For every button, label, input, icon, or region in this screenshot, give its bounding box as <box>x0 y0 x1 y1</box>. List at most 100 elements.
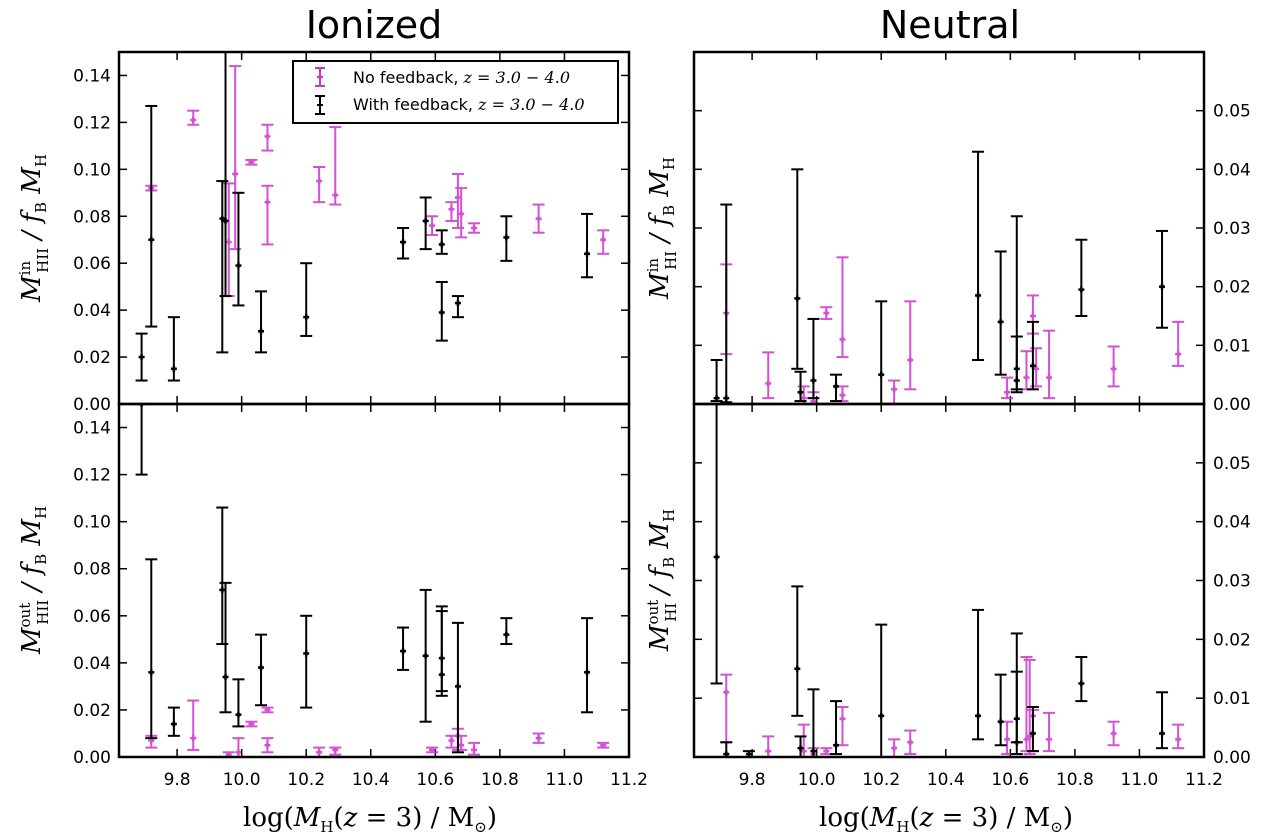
errorbar-point <box>836 256 849 359</box>
ytick-label: 0.03 <box>1213 219 1251 239</box>
plot-area <box>710 404 1185 757</box>
errorbar-point <box>232 678 245 728</box>
errorbar-point <box>145 558 158 740</box>
xlabel-ionized: log(MH(z = 3) / M⊙) <box>243 803 497 835</box>
title-neutral: Neutral <box>880 3 1020 47</box>
errorbar-point <box>435 280 448 342</box>
errorbar-point <box>261 737 274 754</box>
xtick-label: 10.6 <box>991 770 1029 790</box>
errorbar-point <box>830 700 843 756</box>
xtick-label: 11.2 <box>610 770 648 790</box>
ytick-label: 0.06 <box>73 607 111 627</box>
ytick-label: 0.04 <box>73 654 111 674</box>
ylabel-neutral-inflow: MinHI / fB MH <box>644 157 680 300</box>
ytick-label: 0.01 <box>1213 336 1251 356</box>
errorbar-point <box>1001 720 1014 756</box>
errorbar-point <box>167 316 180 382</box>
svg-text:MinHII / fB MH: MinHII / fB MH <box>16 154 52 303</box>
ytick-label: 0.03 <box>1213 572 1251 592</box>
errorbar-point <box>445 734 458 749</box>
errorbar-point <box>468 741 481 756</box>
errorbar-point <box>145 104 158 328</box>
errorbar-point <box>255 290 268 354</box>
errorbar-point <box>904 300 917 391</box>
plot-area <box>710 150 1185 404</box>
errorbar-point <box>994 250 1007 376</box>
errorbar-point <box>807 317 820 400</box>
xtick-label: 11.0 <box>1121 770 1159 790</box>
errorbar-point <box>791 585 804 717</box>
plot-area <box>135 52 610 382</box>
ylabel-ionized-inflow: MinHII / fB MH <box>16 154 52 303</box>
errorbar-point <box>187 699 200 751</box>
errorbar-point <box>794 735 807 757</box>
errorbar-point <box>455 187 468 239</box>
series-with-feedback <box>135 52 594 382</box>
xtick-label: 10.4 <box>927 770 965 790</box>
errorbar-point <box>1075 655 1088 703</box>
errorbar-point <box>994 673 1007 747</box>
ytick-label: 0.14 <box>73 66 111 86</box>
svg-text:MoutHII / fB MH: MoutHII / fB MH <box>16 506 52 655</box>
ytick-label: 0.04 <box>1213 513 1251 533</box>
errorbar-point <box>1107 345 1120 388</box>
errorbar-point <box>329 746 342 756</box>
errorbar-point <box>167 706 180 737</box>
errorbar-point <box>1172 320 1185 367</box>
xtick-label: 10.8 <box>1056 770 1094 790</box>
errorbar-point <box>219 52 232 298</box>
series-no-feedback <box>145 65 610 298</box>
ytick-label: 0.05 <box>1213 454 1251 474</box>
ytick-label: 0.14 <box>73 419 111 439</box>
ytick-label: 0.10 <box>73 160 111 180</box>
errorbar-point <box>500 617 513 646</box>
ylabel-neutral-outflow: MoutHI / fB MH <box>644 509 680 652</box>
errorbar-point <box>329 126 342 206</box>
errorbar-point <box>820 306 833 320</box>
ytick-label: 0.02 <box>73 701 111 721</box>
xtick-label: 11.2 <box>1185 770 1223 790</box>
errorbar-point <box>1075 238 1088 317</box>
errorbar-point <box>419 588 432 723</box>
errorbar-point <box>187 109 200 126</box>
ytick-label: 0.05 <box>1213 102 1251 122</box>
ytick-label: 0.12 <box>73 113 111 133</box>
xtick-label: 11.0 <box>546 770 584 790</box>
errorbar-point <box>426 215 439 237</box>
errorbar-point <box>710 404 723 685</box>
xtick-label: 10.6 <box>416 770 454 790</box>
errorbar-point <box>261 706 274 714</box>
errorbar-point <box>261 123 274 152</box>
errorbar-point <box>1010 335 1023 394</box>
panel-frame <box>117 402 631 759</box>
errorbar-point <box>532 203 545 234</box>
errorbar-point <box>807 688 820 757</box>
panel-frame <box>692 402 1206 759</box>
ytick-label: 0.06 <box>73 254 111 274</box>
errorbar-point <box>836 705 849 747</box>
title-ionized: Ionized <box>306 3 443 47</box>
errorbar-point <box>720 673 733 744</box>
errorbar-point <box>435 229 448 255</box>
errorbar-point <box>245 720 258 728</box>
errorbar-point <box>1043 711 1056 753</box>
errorbar-point <box>1026 320 1039 391</box>
legend-label-with-feedback: With feedback, z = 3.0 − 4.0 <box>353 95 585 114</box>
errorbar-point <box>1020 350 1033 391</box>
errorbar-point <box>232 191 245 307</box>
errorbar-point <box>300 614 313 709</box>
ytick-label: 0.00 <box>73 395 111 415</box>
series-no-feedback <box>720 655 1185 757</box>
ytick-label: 0.04 <box>73 301 111 321</box>
errorbar-point <box>300 262 313 337</box>
xtick-label: 10.0 <box>223 770 261 790</box>
errorbar-point <box>888 738 901 757</box>
errorbar-point <box>581 617 594 714</box>
errorbar-point <box>135 332 148 382</box>
errorbar-point <box>261 184 274 246</box>
ytick-label: 0.00 <box>73 748 111 768</box>
errorbar-point <box>445 201 458 222</box>
errorbar-point <box>888 379 901 404</box>
errorbar-point <box>500 215 513 262</box>
